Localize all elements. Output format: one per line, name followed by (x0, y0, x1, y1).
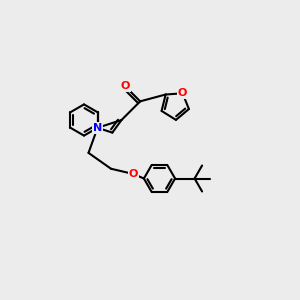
Text: O: O (129, 169, 138, 179)
Text: O: O (121, 82, 130, 92)
Text: O: O (178, 88, 187, 98)
Text: N: N (93, 123, 102, 133)
